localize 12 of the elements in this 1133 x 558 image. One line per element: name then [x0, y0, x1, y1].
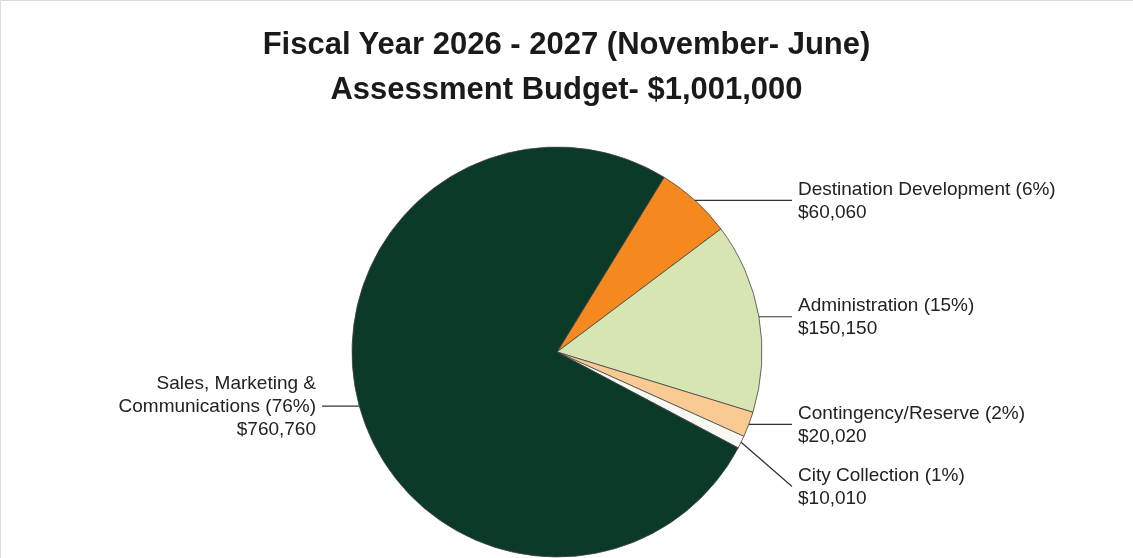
data-label: $150,150 — [798, 317, 878, 339]
slice-label: Administration (15%) — [798, 294, 975, 316]
chart-subtitle: Assessment Budget- $1,001,000 — [330, 71, 803, 106]
data-label: $20,020 — [798, 424, 867, 446]
slice-label: Contingency/Reserve (2%) — [798, 401, 1026, 423]
data-label: $760,760 — [236, 418, 316, 440]
slice-label: Destination Development (6%) — [798, 177, 1056, 199]
data-label: $10,010 — [798, 486, 867, 508]
slice-label: Sales, Marketing & Communications (76%) — [118, 372, 317, 417]
data-label: $60,060 — [798, 200, 867, 222]
slice-label: City Collection (1%) — [798, 463, 965, 485]
chart-title: Fiscal Year 2026 - 2027 (November- June) — [262, 26, 871, 61]
